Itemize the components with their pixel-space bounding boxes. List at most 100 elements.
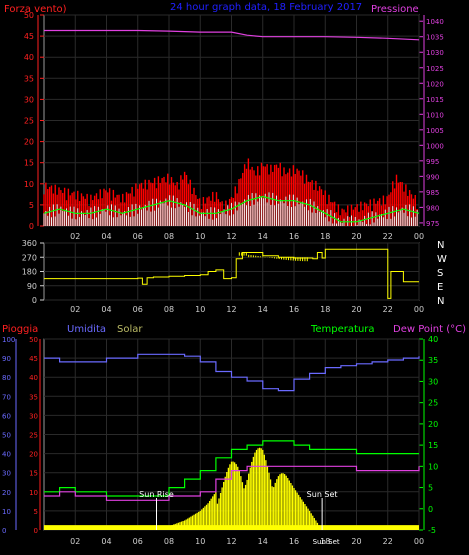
x-tick-label: 08 — [164, 305, 174, 314]
x-tick-label: 04 — [101, 537, 111, 546]
direction-y-tick-label: 0 — [32, 296, 37, 305]
rain-band — [44, 525, 419, 530]
solar-axis-label: Solar — [117, 324, 143, 335]
x-tick-label: 06 — [133, 305, 143, 314]
x-tick-label: 12 — [226, 232, 236, 241]
rain-y-tick-label: 0 — [34, 527, 38, 535]
wind-y-tick-label: 20 — [24, 138, 34, 147]
wind-y-tick-label: 0 — [29, 222, 34, 231]
pressure-y-tick-label: 1040 — [426, 18, 444, 26]
wind-y-tick-label: 35 — [24, 74, 34, 83]
humidity-y-tick-label: 0 — [2, 527, 6, 535]
x-tick-label: 02 — [70, 232, 80, 241]
compass-label: W — [437, 254, 447, 265]
x-tick-label: 10 — [195, 305, 205, 314]
temperature-line — [44, 440, 419, 497]
compass-label: E — [437, 282, 443, 293]
rain-y-tick-label: 15 — [29, 470, 38, 478]
x-tick-label: 04 — [101, 232, 111, 241]
x-tick-label: 00 — [414, 232, 424, 241]
x-tick-label: 22 — [383, 305, 393, 314]
wind-y-tick-label: 30 — [24, 95, 34, 104]
pressure-y-tick-label: 980 — [426, 204, 439, 212]
humidity-y-tick-label: 50 — [2, 432, 11, 440]
x-tick-label: 02 — [70, 537, 80, 546]
avg-wind-line — [43, 195, 420, 223]
temperature-y-tick-label: 5 — [428, 484, 433, 493]
sunset-bottom-label: Sun Set — [313, 538, 340, 546]
compass-label: S — [437, 268, 443, 279]
pressure-y-tick-label: 990 — [426, 173, 439, 181]
x-tick-label: 14 — [258, 537, 268, 546]
x-tick-label: 18 — [320, 305, 330, 314]
wind-panel: 0510152025303540455097598098599099510001… — [24, 11, 444, 241]
pressure-y-tick-label: 1030 — [426, 49, 444, 57]
humidity-y-tick-label: 20 — [2, 489, 11, 497]
wind-y-tick-label: 5 — [29, 201, 34, 210]
wind-y-tick-label: 10 — [24, 180, 34, 189]
x-tick-label: 06 — [133, 232, 143, 241]
wind-y-tick-label: 15 — [24, 159, 34, 168]
temperature-y-tick-label: 15 — [428, 441, 438, 450]
dew-point-axis-label: Dew Point (°C) — [393, 324, 466, 335]
compass-label: N — [437, 296, 444, 307]
pressure-y-tick-label: 995 — [426, 158, 439, 166]
x-tick-label: 10 — [195, 537, 205, 546]
compass-label: N — [437, 240, 444, 251]
direction-y-tick-label: 180 — [22, 268, 37, 277]
temperature-y-tick-label: 0 — [428, 505, 433, 514]
humidity-y-tick-label: 30 — [2, 470, 11, 478]
rain-y-tick-label: 30 — [29, 412, 38, 420]
x-tick-label: 02 — [70, 305, 80, 314]
rain-y-tick-label: 50 — [29, 336, 38, 344]
x-tick-label: 00 — [414, 305, 424, 314]
humidity-y-tick-label: 70 — [2, 393, 11, 401]
temperature-y-tick-label: 10 — [428, 462, 438, 471]
direction-y-tick-label: 90 — [27, 282, 37, 291]
x-tick-label: 18 — [320, 537, 330, 546]
sunrise-label: Sun Rise — [139, 490, 174, 499]
rain-y-tick-label: 10 — [29, 489, 38, 497]
x-tick-label: 04 — [101, 305, 111, 314]
humidity-axis-label: Umidita — [67, 324, 106, 335]
x-tick-label: 16 — [289, 537, 299, 546]
x-tick-label: 22 — [383, 537, 393, 546]
rain-y-tick-label: 45 — [29, 355, 38, 363]
pressure-y-tick-label: 1020 — [426, 80, 444, 88]
rain-y-tick-label: 40 — [29, 374, 38, 382]
temperature-y-tick-label: 20 — [428, 420, 438, 429]
pressure-y-tick-label: 1010 — [426, 111, 444, 119]
x-tick-label: 12 — [226, 305, 236, 314]
pressure-y-tick-label: 1025 — [426, 65, 444, 73]
x-tick-label: 22 — [383, 232, 393, 241]
pressure-y-tick-label: 1035 — [426, 34, 444, 42]
rain-y-tick-label: 35 — [29, 393, 38, 401]
rain-y-tick-label: 5 — [34, 508, 38, 516]
x-tick-label: 14 — [258, 305, 268, 314]
x-tick-label: 08 — [164, 537, 174, 546]
direction-y-tick-label: 270 — [22, 253, 37, 262]
temperature-y-tick-label: 30 — [428, 377, 438, 386]
direction-y-tick-label: 360 — [22, 239, 37, 248]
wind-y-tick-label: 40 — [24, 53, 34, 62]
pressure-y-tick-label: 975 — [426, 220, 439, 228]
wind-axis-label: Forza vento) — [4, 4, 67, 15]
temperature-axis-label: Temperatura — [310, 324, 375, 335]
temperature-y-tick-label: 40 — [428, 335, 438, 344]
pressure-line — [44, 29, 420, 41]
chart-title: 24 hour graph data, 18 February 2017 — [170, 2, 362, 13]
x-tick-label: 12 — [226, 537, 236, 546]
humidity-y-tick-label: 90 — [2, 355, 11, 363]
temperature-y-tick-label: 35 — [428, 356, 438, 365]
x-tick-label: 20 — [351, 305, 361, 314]
x-tick-label: 20 — [351, 537, 361, 546]
humidity-y-tick-label: 10 — [2, 508, 11, 516]
humidity-y-tick-label: 40 — [2, 451, 11, 459]
dew_point-line — [44, 465, 420, 501]
humidity-y-tick-label: 100 — [2, 336, 15, 344]
x-tick-label: 10 — [195, 232, 205, 241]
temperature-y-tick-label: 25 — [428, 399, 438, 408]
wind-y-tick-label: 50 — [24, 11, 34, 20]
